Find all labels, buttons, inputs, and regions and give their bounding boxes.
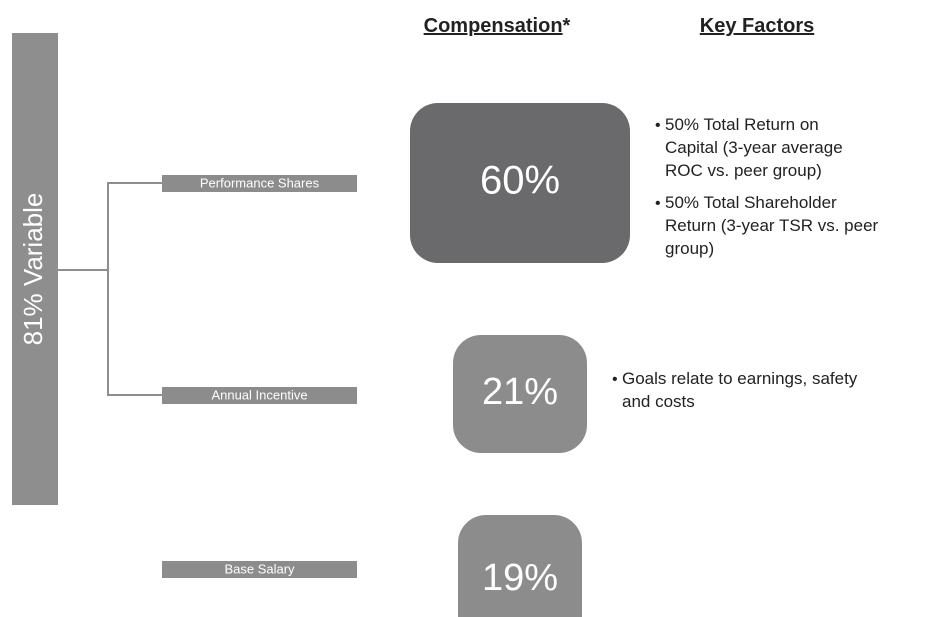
bullet: • bbox=[612, 371, 618, 388]
bullet: • bbox=[655, 195, 661, 212]
component-label-bg bbox=[162, 175, 357, 192]
factor-line: Goals relate to earnings, safety bbox=[622, 369, 858, 388]
share-box bbox=[453, 335, 587, 453]
share-box bbox=[410, 103, 630, 263]
factor-line: and costs bbox=[622, 392, 695, 411]
component-label: Annual Incentive bbox=[211, 388, 307, 403]
connectors bbox=[58, 182, 162, 396]
factor-line: ROC vs. peer group) bbox=[665, 161, 822, 180]
share-value: 21% bbox=[482, 371, 558, 413]
variable-bar bbox=[12, 33, 58, 505]
share-value: 19% bbox=[482, 557, 558, 599]
bullet: • bbox=[655, 117, 661, 134]
share-box bbox=[458, 515, 582, 617]
variable-label: 81% Variable bbox=[18, 193, 48, 346]
factor-line: Capital (3-year average bbox=[665, 138, 843, 157]
factor-line: Return (3-year TSR vs. peer bbox=[665, 216, 879, 235]
component-label: Base Salary bbox=[224, 562, 295, 577]
component-label-bg bbox=[162, 387, 357, 404]
factor-line: 50% Total Shareholder bbox=[665, 193, 837, 212]
share-value: 60% bbox=[480, 159, 560, 203]
factor-line: 50% Total Return on bbox=[665, 115, 819, 134]
component-label-bg bbox=[162, 561, 357, 578]
compensation-header: Compensation* bbox=[424, 15, 571, 37]
key-factors-header: Key Factors bbox=[700, 15, 815, 37]
component-label: Performance Shares bbox=[200, 176, 320, 191]
factor-line: group) bbox=[665, 239, 714, 258]
